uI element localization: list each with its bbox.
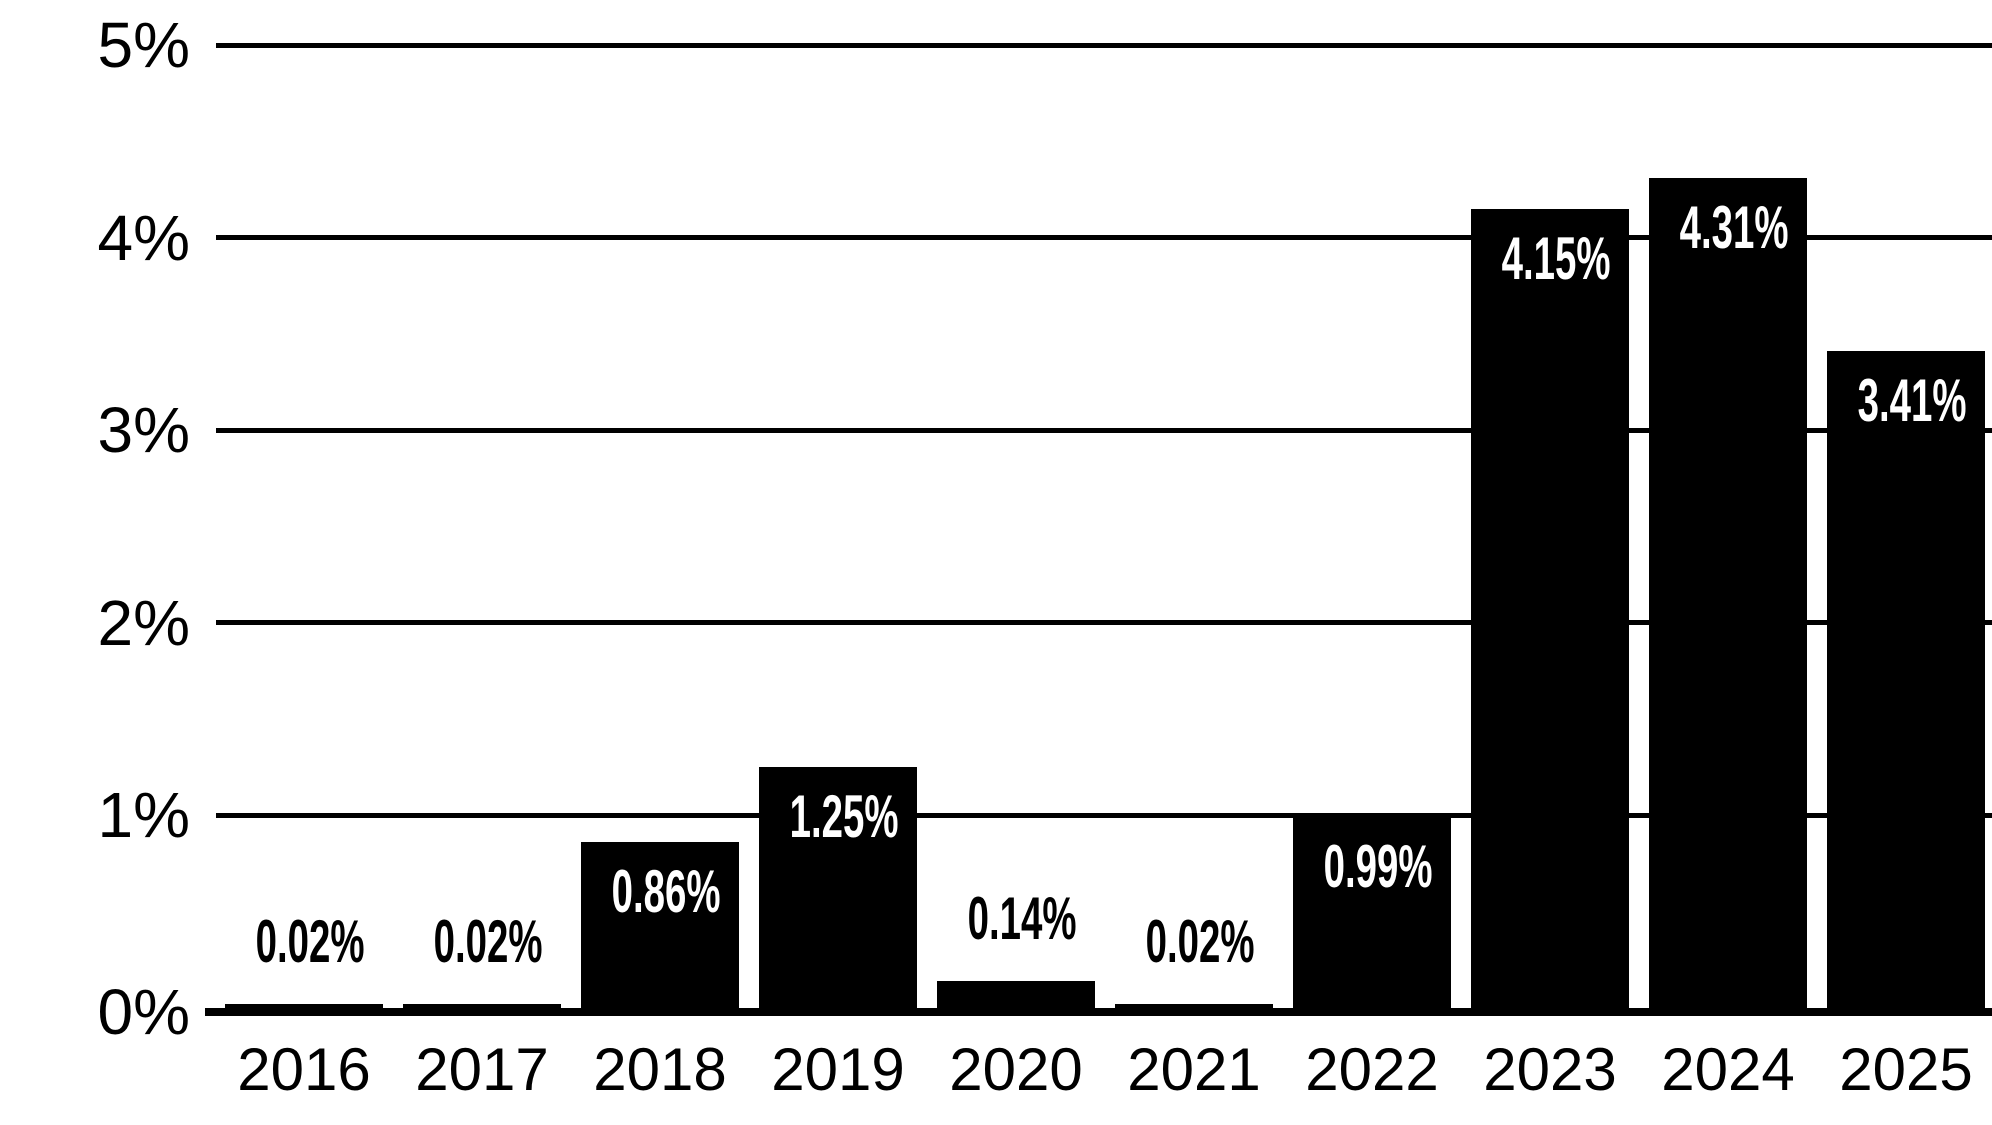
gridline-5%: [216, 42, 1992, 48]
x-tick-label-2020: 2020: [949, 1036, 1083, 1103]
bar-value-label-2022: 0.99%: [1293, 837, 1451, 897]
bar-value-text: 4.15%: [1501, 224, 1611, 292]
bar-value-label-2024: 4.31%: [1649, 193, 1807, 261]
y-tick-label-3%: 3%: [97, 394, 191, 467]
bar-2022: [1293, 817, 1451, 1008]
x-tick-label-2018: 2018: [593, 1036, 727, 1103]
bar-value-text: 0.02%: [433, 908, 543, 976]
x-tick-label-2019: 2019: [771, 1036, 905, 1103]
bar-value-label-2023: 4.15%: [1471, 224, 1629, 292]
bar-2021: [1115, 1004, 1273, 1008]
bar-value-label-2021: 0.02%: [1115, 912, 1273, 972]
bar-value-label-2016: 0.02%: [225, 912, 383, 972]
bar-2025: [1827, 351, 1985, 1008]
bar-value-text: 0.86%: [611, 858, 721, 926]
gridline-2%: [216, 620, 1992, 626]
bar-value-label-2017: 0.02%: [403, 912, 561, 972]
x-tick-label-2024: 2024: [1661, 1036, 1795, 1103]
bar-2024: [1649, 177, 1807, 1008]
x-tick-label-2017: 2017: [415, 1036, 549, 1103]
bar-2016: [225, 1004, 383, 1008]
bar-value-text: 1.25%: [789, 783, 899, 851]
gridline-4%: [216, 235, 1992, 241]
bar-2019: [759, 767, 917, 1008]
bar-2023: [1471, 208, 1629, 1008]
bar-value-label-2019: 1.25%: [759, 787, 917, 847]
y-tick-label-1%: 1%: [97, 779, 191, 852]
bar-2017: [403, 1004, 561, 1008]
bar-value-text: 0.14%: [967, 885, 1077, 953]
x-tick-label-2025: 2025: [1839, 1036, 1973, 1103]
bar-value-text: 0.99%: [1323, 833, 1433, 901]
bar-2020: [937, 981, 1095, 1008]
y-tick-label-2%: 2%: [97, 586, 191, 659]
y-tick-label-0%: 0%: [97, 976, 191, 1048]
bar-value-text: 4.31%: [1679, 193, 1789, 261]
x-tick-label-2021: 2021: [1127, 1036, 1261, 1103]
y-tick-label-5%: 5%: [97, 9, 191, 81]
bar-value-text: 3.41%: [1857, 367, 1967, 435]
bar-value-label-2020: 0.14%: [937, 889, 1095, 949]
bar-value-text: 0.02%: [255, 908, 365, 976]
x-axis-line: [205, 1008, 1992, 1016]
gridline-3%: [216, 427, 1992, 433]
x-tick-label-2016: 2016: [237, 1036, 371, 1103]
bar-value-label-2025: 3.41%: [1827, 371, 1985, 431]
gridline-1%: [216, 812, 1992, 818]
bar-2018: [581, 842, 739, 1008]
x-tick-label-2022: 2022: [1305, 1036, 1439, 1103]
bar-value-label-2018: 0.86%: [581, 862, 739, 922]
bar-value-text: 0.02%: [1145, 908, 1255, 976]
y-tick-label-4%: 4%: [97, 201, 191, 274]
x-tick-label-2023: 2023: [1483, 1036, 1617, 1103]
